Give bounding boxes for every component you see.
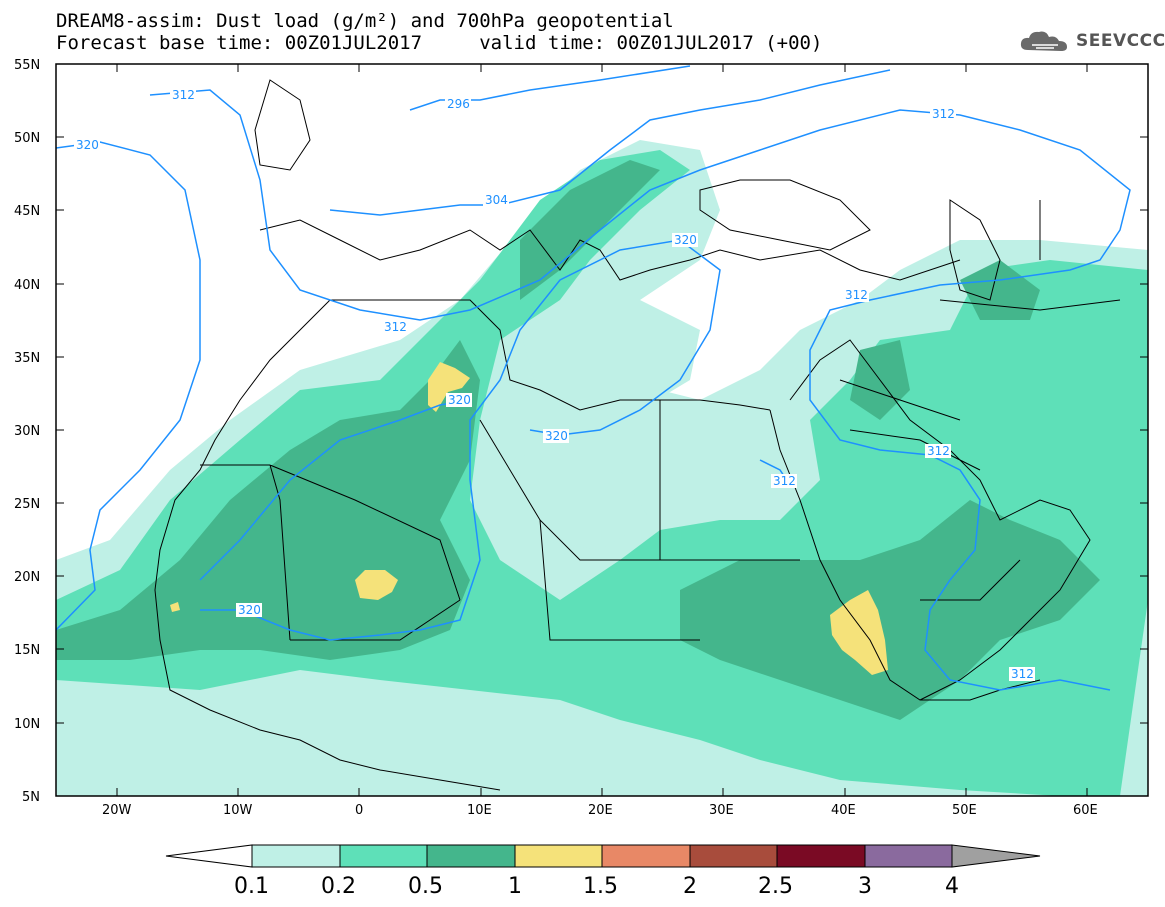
lat-label-40n: 40N — [14, 278, 40, 293]
coastline-med-south — [330, 299, 771, 411]
coastline-arabia — [789, 339, 1091, 701]
map-title: DREAM8-assim: Dust load (g/m²) and 700hP… — [56, 10, 674, 32]
colorbar-label: 4 — [945, 874, 959, 899]
contour-label: 312 — [172, 88, 195, 102]
contour-320-med — [200, 239, 721, 641]
country-borders-asia — [839, 200, 1121, 601]
lat-label-15n: 15N — [14, 643, 40, 658]
contour-312-north — [149, 89, 1131, 691]
colorbar-under-arrow — [165, 844, 253, 868]
lat-label-35n: 35N — [14, 351, 40, 366]
dust-field-high-tunisia — [428, 362, 470, 412]
coastlines — [154, 79, 1121, 791]
contour-label: 296 — [447, 97, 470, 111]
colorbar-label: 0.2 — [321, 874, 356, 899]
colorbar-label: 1 — [508, 874, 522, 899]
lon-label-0: 0 — [355, 803, 363, 818]
contour-label: 312 — [384, 320, 407, 334]
colorbar-bin-2 — [339, 844, 428, 868]
dust-field-dense-east — [680, 500, 1100, 720]
dust-field-high-dot — [170, 602, 180, 612]
lat-label-5n: 5N — [22, 790, 40, 805]
colorbar — [165, 844, 1041, 868]
country-borders-africa — [200, 400, 800, 641]
colorbar-label: 3 — [858, 874, 872, 899]
colorbar-bin-5 — [601, 844, 691, 868]
contour-labels: 312 320 296 304 312 320 312 312 320 320 … — [74, 88, 1035, 681]
contour-label: 320 — [238, 603, 261, 617]
contour-label: 320 — [448, 393, 471, 407]
dust-field-light-south — [56, 670, 1060, 796]
dust-field-high-eritrea — [830, 590, 888, 675]
contour-label: 320 — [545, 429, 568, 443]
dust-field-dense-north — [520, 160, 660, 300]
contour-label: 312 — [927, 444, 950, 458]
contour-label: 304 — [485, 193, 508, 207]
colorbar-over-arrow — [951, 844, 1041, 868]
lon-label-30e: 30E — [709, 803, 734, 818]
dust-field-dense-persia — [850, 260, 1040, 420]
lat-label-45n: 45N — [14, 204, 40, 219]
longitude-labels: 20W 10W 0 10E 20E 30E 40E 50E 60E — [102, 803, 1098, 818]
latitude-labels: 55N 50N 45N 40N 35N 30N 25N 20N 15N 10N … — [14, 58, 40, 805]
coastline-uk — [254, 79, 311, 171]
lon-label-50e: 50E — [952, 803, 977, 818]
coastline-caspian — [949, 199, 1001, 301]
lat-label-25n: 25N — [14, 497, 40, 512]
dust-fields — [56, 140, 1148, 796]
colorbar-bin-6 — [689, 844, 778, 868]
forecast-times: Forecast base time: 00Z01JUL2017 valid t… — [56, 32, 823, 54]
colorbar-bin-3 — [426, 844, 516, 868]
coastline-blacksea — [699, 179, 871, 251]
lat-label-30n: 30N — [14, 424, 40, 439]
contour-320-west — [56, 141, 201, 631]
colorbar-label: 1.5 — [583, 874, 618, 899]
geopotential-contours — [56, 65, 1131, 691]
colorbar-bin-4 — [514, 844, 603, 868]
lat-label-10n: 10N — [14, 717, 40, 732]
lon-label-10w: 10W — [223, 803, 253, 818]
colorbar-bin-1 — [251, 844, 341, 868]
contour-296 — [409, 65, 691, 111]
lon-label-40e: 40E — [831, 803, 856, 818]
colorbar-label: 2.5 — [758, 874, 793, 899]
coastline-europe — [259, 219, 961, 281]
contour-label: 312 — [773, 474, 796, 488]
lon-label-20e: 20E — [588, 803, 613, 818]
lon-label-60e: 60E — [1073, 803, 1098, 818]
colorbar-label: 0.1 — [234, 874, 269, 899]
contour-label: 312 — [1011, 667, 1034, 681]
contour-320-sahara — [199, 399, 471, 581]
seevccc-logo: SEEVCCC — [1018, 26, 1165, 56]
colorbar-label: 2 — [683, 874, 697, 899]
longitude-axis — [116, 64, 1088, 796]
colorbar-bin-7 — [776, 844, 866, 868]
contour-label: 312 — [932, 107, 955, 121]
contour-label: 312 — [845, 288, 868, 302]
logo-text: SEEVCCC — [1076, 31, 1165, 51]
colorbar-bin-8 — [864, 844, 953, 868]
cloud-icon — [1020, 31, 1067, 51]
contour-304 — [329, 69, 891, 216]
lat-label-20n: 20N — [14, 570, 40, 585]
colorbar-label: 0.5 — [408, 874, 443, 899]
coastline-africa-west — [154, 299, 501, 791]
dust-field-light-patch — [500, 300, 700, 550]
contour-label: 320 — [76, 138, 99, 152]
contour-label: 320 — [674, 233, 697, 247]
dust-field-high-niger — [355, 570, 398, 600]
lat-label-50n: 50N — [14, 131, 40, 146]
latitude-axis — [56, 63, 1148, 724]
lon-label-20w: 20W — [102, 803, 132, 818]
lat-label-55n: 55N — [14, 58, 40, 73]
lon-label-10e: 10E — [467, 803, 492, 818]
colorbar-labels: 0.1 0.2 0.5 1 1.5 2 2.5 3 4 — [234, 874, 959, 899]
